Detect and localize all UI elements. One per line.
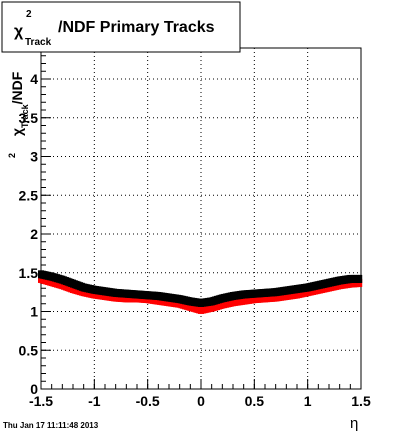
y-tick-label: 1	[30, 304, 38, 320]
series-0	[38, 270, 363, 307]
timestamp: Thu Jan 17 11:11:48 2013	[3, 421, 99, 430]
y-tick-label: 4	[30, 71, 38, 87]
title-rest: /NDF Primary Tracks	[58, 19, 215, 36]
ylabel-sub: Track	[20, 103, 30, 128]
y-tick-label: 0	[30, 381, 38, 397]
x-tick-label: 1.5	[351, 393, 371, 409]
y-tick-label: 3	[30, 149, 38, 165]
series-1	[38, 274, 363, 314]
ylabel-rest: /NDF	[9, 71, 25, 104]
x-tick-label: -1.5	[29, 393, 53, 409]
x-tick-label: -0.5	[136, 393, 160, 409]
y-tick-label: 3.5	[19, 110, 39, 126]
title-sub: Track	[25, 37, 52, 48]
data-point	[358, 274, 362, 283]
y-tick-label: 1.5	[19, 265, 39, 281]
y-tick-label: 2.5	[19, 187, 39, 203]
y-tick-label: 2	[30, 226, 38, 242]
x-tick-label: 0.5	[245, 393, 265, 409]
svg-text:χTrack/NDF: χTrack/NDF	[9, 71, 30, 136]
x-tick-labels: -1.5 -1 -0.5 0 0.5 1 1.5	[29, 393, 371, 409]
plot-frame	[40, 47, 362, 390]
x-tick-label: -1	[88, 393, 101, 409]
ylabel-chi: χ	[9, 128, 25, 136]
y-axis-label: χTrack/NDF 2	[7, 71, 30, 158]
y-tick-labels: 0 0.5 1 1.5 2 2.5 3 3.5 4	[19, 71, 39, 397]
x-axis-label: η	[350, 415, 358, 432]
axis-ticks	[40, 47, 362, 390]
x-tick-label: 0	[197, 393, 205, 409]
x-tick-label: 1	[304, 393, 312, 409]
data-series	[38, 270, 363, 314]
title-chi: χ	[14, 23, 24, 40]
title-sup: 2	[26, 9, 32, 20]
title-box: χ 2 Track /NDF Primary Tracks	[1, 1, 241, 53]
ylabel-sup: 2	[7, 153, 17, 158]
y-tick-label: 0.5	[19, 342, 39, 358]
